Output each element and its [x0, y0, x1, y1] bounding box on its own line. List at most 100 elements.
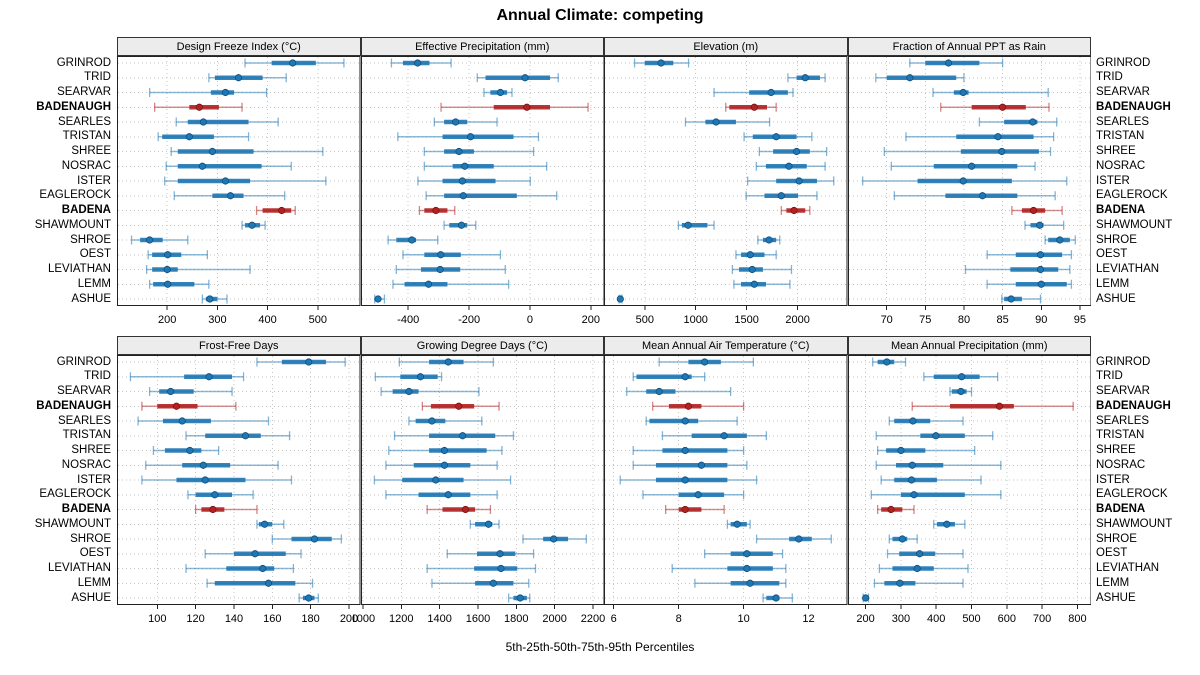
site-label-right-shawmount: SHAWMOUNT [1096, 517, 1173, 530]
percentile-row-badena [194, 505, 258, 514]
site-label-left-badena: BADENA [61, 204, 111, 216]
percentile-row-trid [874, 73, 965, 83]
percentile-row-shawmount [469, 519, 500, 529]
percentile-row-trid [632, 372, 706, 382]
site-label-right-grinrod: GRINROD [1096, 56, 1151, 69]
percentile-row-shroe [130, 235, 189, 245]
x-tick-label: 400 [258, 314, 276, 326]
site-label-right-trid: TRID [1096, 71, 1123, 84]
percentile-row-searles [978, 117, 1057, 127]
percentile-row-lemm [873, 578, 964, 588]
panel-fraction-of-annual-ppt-as-rain [847, 56, 1091, 306]
percentile-row-ashue [373, 294, 385, 304]
panel-strip-label: Fraction of Annual PPT as Rain [892, 40, 1046, 53]
percentile-row-searvar [148, 88, 268, 97]
site-label-left-eaglerock: EAGLEROCK [39, 189, 111, 202]
x-tick-label: 500 [636, 314, 654, 326]
percentile-row-ashue [507, 593, 530, 603]
panel-frost-free-days [117, 355, 361, 605]
panel-strip-frost-free-days: Frost-Free Days [117, 336, 361, 355]
site-label-left-shawmount: SHAWMOUNT [34, 517, 111, 530]
percentile-row-grinrod [244, 58, 345, 68]
site-label-right-searvar: SEARVAR [1096, 385, 1150, 397]
panel-strip-label: Frost-Free Days [199, 339, 279, 352]
percentile-row-eaglerock [893, 191, 1056, 201]
percentile-row-trid [374, 372, 442, 382]
panel-strip-label: Mean Annual Air Temperature (°C) [642, 339, 810, 352]
percentile-row-eaglerock [384, 490, 498, 500]
site-label-left-shree: SHREE [71, 145, 111, 157]
x-tick-label: 1600 [465, 613, 489, 625]
x-tick-label: 500 [309, 314, 327, 326]
site-label-left-ashue: ASHUE [71, 591, 111, 604]
site-label-right-ister: ISTER [1096, 174, 1130, 187]
percentile-row-ashue [762, 593, 793, 603]
percentile-row-searles [888, 416, 964, 426]
panel-elevation-m [604, 56, 848, 306]
x-tick-label: 300 [208, 314, 226, 326]
site-label-right-ashue: ASHUE [1096, 292, 1136, 305]
percentile-row-ashue [616, 294, 624, 304]
site-label-left-searvar: SEARVAR [57, 385, 111, 397]
percentile-row-leviathan [395, 265, 506, 274]
percentile-row-badenaugh [421, 401, 500, 411]
percentile-row-leviathan [185, 564, 295, 573]
site-label-right-trid: TRID [1096, 370, 1123, 383]
x-tick-label: 70 [880, 314, 892, 326]
percentile-row-eaglerock [173, 191, 286, 201]
x-tick-label: 80 [957, 314, 969, 326]
percentile-row-badenaugh [725, 102, 777, 112]
percentile-row-badenaugh [154, 102, 243, 112]
panel-mean-annual-air-temperature-c [604, 355, 848, 605]
panel-strip-label: Growing Degree Days (°C) [416, 339, 548, 352]
x-tick-label: 75 [919, 314, 931, 326]
site-label-left-searles: SEARLES [57, 414, 111, 427]
percentile-row-shawmount [256, 519, 285, 529]
x-tick-label: 120 [186, 613, 204, 625]
percentile-row-oest [735, 250, 777, 260]
percentile-row-lemm [733, 279, 791, 289]
percentile-row-badena [418, 206, 455, 215]
percentile-row-ister [373, 475, 511, 485]
x-tick-label: 140 [225, 613, 243, 625]
percentile-row-shree [170, 147, 324, 156]
site-label-right-leviathan: LEVIATHAN [1096, 263, 1160, 275]
site-label-left-ister: ISTER [77, 174, 111, 187]
percentile-row-grinrod [871, 357, 906, 367]
percentile-row-trid [787, 73, 826, 83]
percentile-row-shree [632, 446, 745, 455]
percentile-row-oest [446, 549, 534, 559]
percentile-row-lemm [985, 279, 1072, 289]
percentile-row-badena [876, 505, 915, 514]
site-label-right-shroe: SHROE [1096, 532, 1137, 545]
x-tick-label: -400 [397, 314, 419, 326]
site-label-right-badenaugh: BADENAUGH [1096, 399, 1171, 412]
x-tick-label: 700 [1032, 613, 1050, 625]
x-tick-label: 200 [158, 314, 176, 326]
site-label-right-searles: SEARLES [1096, 115, 1150, 128]
panel-strip-label: Effective Precipitation (mm) [415, 40, 550, 53]
site-label-left-nosrac: NOSRAC [61, 159, 111, 172]
site-label-right-lemm: LEMM [1096, 277, 1130, 290]
percentile-row-shawmount [726, 519, 751, 529]
x-tick-label: 90 [1035, 314, 1047, 326]
x-tick-label: 200 [581, 314, 599, 326]
percentile-row-eaglerock [187, 490, 254, 500]
percentile-row-searvar [379, 387, 480, 396]
percentile-row-ister [880, 475, 982, 485]
percentile-row-nosrac [384, 460, 498, 470]
percentile-row-oest [886, 549, 964, 559]
x-tick-label: 300 [891, 613, 909, 625]
panel-strip-label: Design Freeze Index (°C) [176, 40, 301, 53]
x-tick-label: 500 [962, 613, 980, 625]
percentile-row-tristan [875, 431, 993, 441]
site-label-right-leviathan: LEVIATHAN [1096, 562, 1160, 574]
percentile-row-searvar [148, 387, 233, 396]
percentile-row-shroe [1043, 235, 1076, 245]
panel-strip-mean-annual-air-temperature-c: Mean Annual Air Temperature (°C) [604, 336, 848, 355]
percentile-row-ister [164, 176, 327, 186]
percentile-row-tristan [157, 132, 250, 142]
percentile-row-leviathan [671, 564, 787, 573]
site-label-left-grinrod: GRINROD [56, 56, 111, 69]
x-tick-label: 160 [263, 613, 281, 625]
